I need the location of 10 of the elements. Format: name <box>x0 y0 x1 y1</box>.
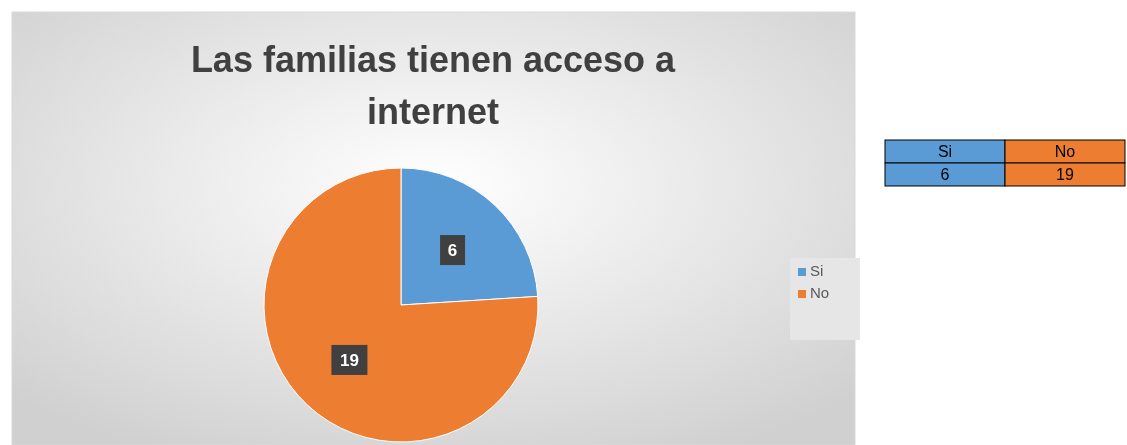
chart-title: Las familias tienen acceso a internet <box>190 39 677 132</box>
data-label: 6 <box>447 241 458 261</box>
category-label: Si <box>937 143 953 160</box>
pie-slice <box>263 167 539 443</box>
legend-label: No <box>810 284 830 301</box>
data-label: 6 <box>940 166 950 183</box>
data-label: 19 <box>1056 166 1074 183</box>
data-label: 19 <box>339 350 359 370</box>
legend-label: Si <box>810 262 824 279</box>
category-label: No <box>1054 143 1076 160</box>
